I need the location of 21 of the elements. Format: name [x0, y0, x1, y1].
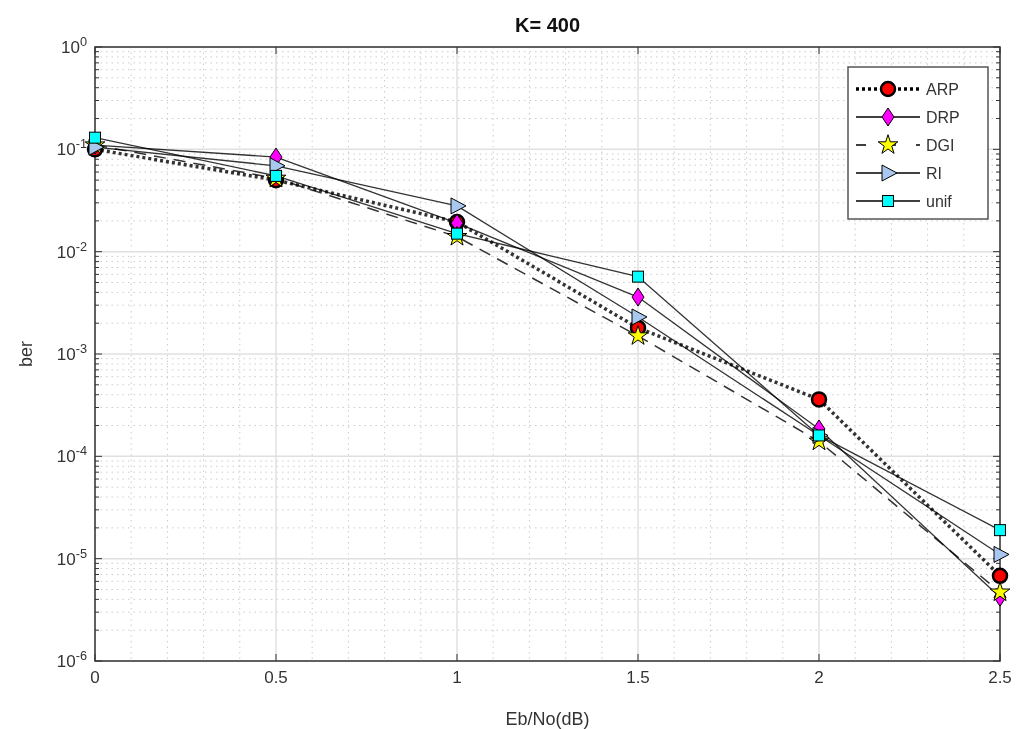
legend-label: DRP — [926, 109, 960, 126]
y-tick-label: 10$^{0}$ — [60, 33, 87, 57]
chart-title: K= 400 — [514, 14, 581, 36]
x-tick-label: 2.5 — [988, 668, 1012, 687]
x-tick-label: 0.5 — [264, 668, 288, 687]
x-tick-label: 1 — [452, 668, 462, 687]
legend-label: ARP — [926, 81, 959, 98]
x-tick-label: 2 — [814, 668, 824, 687]
x-axis-title: Eb/No(dB) — [505, 709, 590, 729]
y-tick-label: 10$^{-1}$ — [56, 135, 87, 160]
y-tick-label: 10$^{-3}$ — [56, 340, 87, 364]
y-tick-label: 10$^{-5}$ — [56, 545, 87, 569]
y-tick-label: 10$^{-2}$ — [56, 238, 87, 262]
x-tick-label: 0 — [90, 668, 100, 687]
y-tick-label: 10$^{-6}$ — [56, 647, 87, 671]
legend-label: unif — [926, 193, 953, 210]
legend-label: DGI — [926, 137, 955, 154]
legend-label: RI — [926, 165, 942, 182]
x-tick-label: 1.5 — [626, 668, 650, 687]
y-axis-title: ber — [16, 340, 36, 368]
y-tick-label: 10$^{-4}$ — [56, 442, 87, 467]
